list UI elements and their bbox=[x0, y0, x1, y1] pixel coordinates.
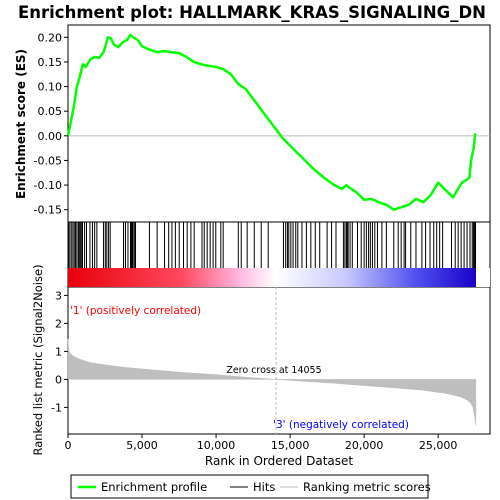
es-y-tick-label: 0.15 bbox=[38, 56, 63, 69]
x-tick-label: 25,000 bbox=[419, 439, 458, 452]
x-tick-label: 20,000 bbox=[345, 439, 384, 452]
es-panel-frame bbox=[67, 24, 491, 223]
es-y-tick-label: 0.00 bbox=[38, 130, 63, 143]
es-plot bbox=[66, 33, 490, 211]
x-tick-label: 10,000 bbox=[197, 439, 236, 452]
metric-y-tick-label: -1 bbox=[51, 401, 62, 414]
metric-axis-label: Ranked list metric (Signal2Noise) bbox=[31, 264, 45, 455]
x-tick-label: 0 bbox=[65, 439, 72, 452]
axes: -0.15 -0.10 -0.05 0.00 0.05 0.10 0.15 0.20 -1 0 1 2… bbox=[34, 31, 458, 452]
es-y-tick-label: 0.20 bbox=[38, 31, 63, 44]
metric-y-tick-label: 3 bbox=[55, 289, 62, 302]
metric-y-tick-label: 0 bbox=[55, 373, 62, 386]
legend-metric-label: Ranking metric scores bbox=[303, 480, 431, 494]
zero-cross-label: Zero cross at 14055 bbox=[226, 365, 321, 376]
metric-y-tick-label: 2 bbox=[55, 317, 62, 330]
hits-plot bbox=[67, 222, 490, 287]
es-y-tick-label: -0.05 bbox=[34, 154, 62, 167]
legend-hits-label: Hits bbox=[253, 480, 275, 494]
es-axis-label: Enrichment score (ES) bbox=[14, 49, 28, 199]
legend-box bbox=[70, 474, 429, 499]
positive-correlation-label: '1' (positively correlated) bbox=[70, 305, 201, 317]
legend-profile-label: Enrichment profile bbox=[101, 480, 207, 494]
es-y-tick-label: -0.15 bbox=[34, 204, 62, 217]
x-axis-label: Rank in Ordered Dataset bbox=[205, 454, 353, 468]
enrichment-profile-line bbox=[66, 33, 477, 211]
legend: Enrichment profile Hits Ranking metric s… bbox=[70, 474, 431, 499]
es-y-tick-label: -0.10 bbox=[34, 179, 62, 192]
metric-y-tick-label: 1 bbox=[55, 345, 62, 358]
rank-color-bar bbox=[68, 268, 490, 287]
metric-plot bbox=[67, 287, 477, 434]
negative-correlation-label: '3' (negatively correlated) bbox=[273, 419, 409, 431]
x-tick-label: 15,000 bbox=[271, 439, 310, 452]
es-y-tick-label: 0.05 bbox=[38, 105, 63, 118]
es-y-tick-label: 0.10 bbox=[38, 81, 63, 94]
x-tick-label: 5,000 bbox=[126, 439, 158, 452]
chart-title: Enrichment plot: HALLMARK_KRAS_SIGNALING… bbox=[18, 3, 486, 22]
